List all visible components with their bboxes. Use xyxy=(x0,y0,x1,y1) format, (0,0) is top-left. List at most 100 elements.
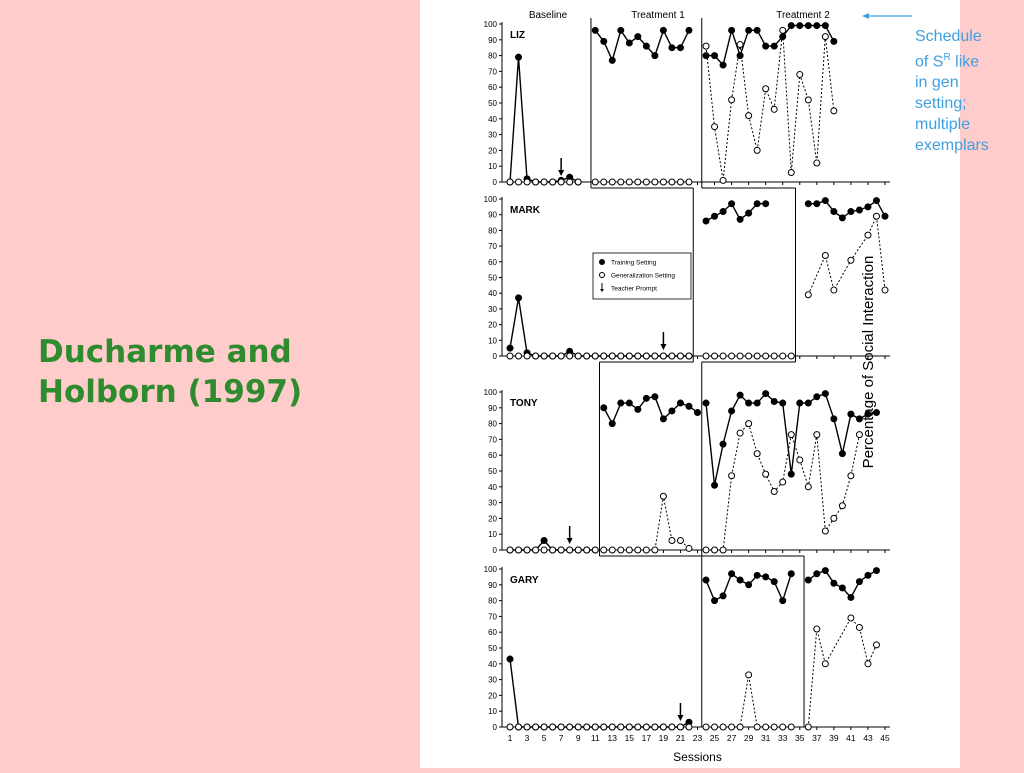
generalization-point xyxy=(515,352,523,360)
generalization-point xyxy=(668,352,676,360)
generalization-point xyxy=(668,178,676,186)
generalization-point xyxy=(847,256,855,264)
y-tick-label: 70 xyxy=(488,67,497,76)
panel-name: GARY xyxy=(510,575,539,586)
annotation-line6: exemplars xyxy=(915,137,989,155)
y-tick-label: 80 xyxy=(488,597,497,606)
y-tick-label: 100 xyxy=(484,20,498,29)
generalization-point xyxy=(711,352,719,360)
y-tick-label: 0 xyxy=(493,546,498,555)
training-point xyxy=(787,470,795,478)
y-tick-label: 10 xyxy=(488,530,497,539)
generalization-point xyxy=(600,352,608,360)
training-point xyxy=(642,394,650,402)
generalization-point xyxy=(736,41,744,49)
generalization-point xyxy=(608,178,616,186)
generalization-point xyxy=(651,723,659,731)
training-point xyxy=(745,209,753,217)
generalization-point xyxy=(608,352,616,360)
generalization-point xyxy=(821,252,829,260)
generalization-point xyxy=(745,112,753,120)
generalization-point xyxy=(847,614,855,622)
generalization-point xyxy=(549,352,557,360)
generalization-point xyxy=(753,450,761,458)
y-tick-label: 10 xyxy=(488,336,497,345)
y-tick-label: 50 xyxy=(488,644,497,653)
training-point xyxy=(685,402,693,410)
training-point xyxy=(651,393,659,401)
training-point xyxy=(728,200,736,208)
generalization-point xyxy=(557,352,565,360)
training-point xyxy=(864,203,872,211)
generalization-point xyxy=(821,660,829,668)
training-point xyxy=(728,407,736,415)
training-point xyxy=(762,390,770,398)
training-point xyxy=(753,26,761,34)
generalization-point xyxy=(591,723,599,731)
annotation-line4: setting; xyxy=(915,95,967,113)
x-tick-label: 39 xyxy=(829,733,839,743)
generalization-point xyxy=(557,546,565,554)
training-point xyxy=(804,200,812,208)
training-point xyxy=(719,440,727,448)
training-point xyxy=(813,22,821,30)
generalization-point xyxy=(804,96,812,104)
training-point xyxy=(506,655,514,663)
x-tick-label: 5 xyxy=(542,733,547,743)
generalization-point xyxy=(830,514,838,522)
training-point xyxy=(694,409,701,417)
training-point xyxy=(600,404,608,412)
annotation-line1: Schedule xyxy=(915,28,982,45)
generalization-point xyxy=(770,723,778,731)
training-line xyxy=(603,395,698,426)
training-point xyxy=(753,571,761,579)
training-point xyxy=(830,415,838,423)
legend-marker-icon xyxy=(599,259,605,265)
training-point xyxy=(779,33,787,41)
annotation-line2-sup: R xyxy=(943,52,951,63)
generalization-point xyxy=(728,472,736,480)
generalization-point xyxy=(566,546,574,554)
generalization-point xyxy=(506,546,514,554)
training-point xyxy=(830,37,838,45)
generalization-point xyxy=(728,723,736,731)
x-tick-label: 19 xyxy=(659,733,669,743)
generalization-point xyxy=(625,352,633,360)
generalization-point xyxy=(872,212,880,220)
generalization-point xyxy=(676,352,684,360)
generalization-point xyxy=(872,641,880,649)
training-point xyxy=(711,481,719,489)
training-point xyxy=(787,570,795,578)
x-tick-label: 23 xyxy=(693,733,703,743)
y-tick-label: 0 xyxy=(493,178,498,187)
generalization-point xyxy=(532,546,540,554)
generalization-point xyxy=(702,546,710,554)
x-tick-label: 13 xyxy=(608,733,618,743)
generalization-point xyxy=(540,546,548,554)
training-point xyxy=(634,405,642,413)
generalization-point xyxy=(855,431,863,439)
generalization-point xyxy=(719,546,727,554)
training-point xyxy=(728,26,736,34)
generalization-point xyxy=(728,352,736,360)
training-point xyxy=(736,576,744,584)
training-point xyxy=(804,576,812,584)
training-point xyxy=(838,584,846,592)
training-point xyxy=(625,39,633,47)
generalization-point xyxy=(566,723,574,731)
generalization-point xyxy=(787,352,795,360)
training-point xyxy=(608,420,616,428)
training-line xyxy=(808,199,886,219)
generalization-point xyxy=(855,623,863,631)
training-point xyxy=(779,597,787,605)
generalization-point xyxy=(634,352,642,360)
annotation-line5: multiple xyxy=(915,116,971,134)
generalization-point xyxy=(617,178,625,186)
training-point xyxy=(762,42,770,50)
generalization-point xyxy=(753,146,761,154)
generalization-line xyxy=(706,674,792,728)
annotation-line3: in gen xyxy=(915,74,959,92)
generalization-point xyxy=(506,723,514,731)
generalization-point xyxy=(566,178,574,186)
training-point xyxy=(685,26,693,34)
